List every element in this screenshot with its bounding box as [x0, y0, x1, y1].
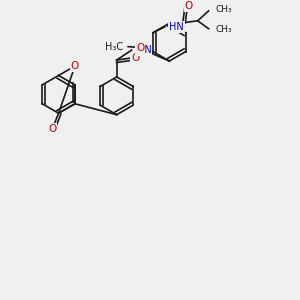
Text: CH₃: CH₃ — [216, 5, 232, 14]
Text: HN: HN — [136, 45, 151, 55]
Text: CH₃: CH₃ — [216, 25, 232, 34]
Text: H₃C: H₃C — [105, 42, 123, 52]
Text: O: O — [136, 43, 144, 52]
Text: O: O — [71, 61, 79, 71]
Text: HN: HN — [169, 22, 184, 32]
Text: O: O — [184, 1, 193, 11]
Text: O: O — [48, 124, 56, 134]
Text: O: O — [131, 53, 140, 63]
